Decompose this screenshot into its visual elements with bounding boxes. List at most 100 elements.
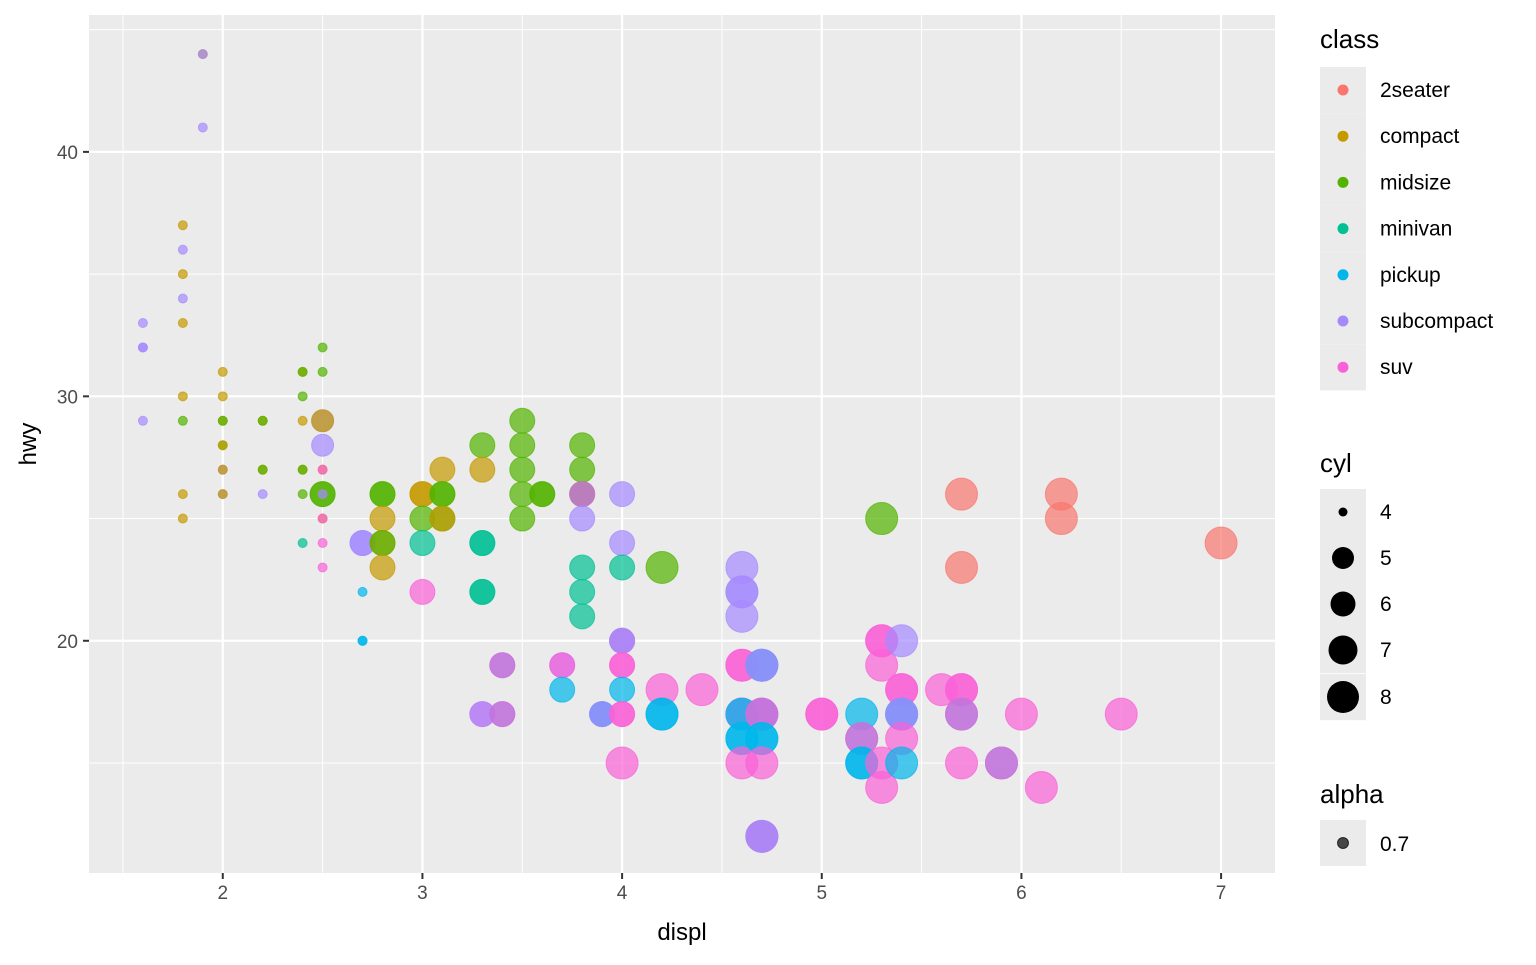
data-point-minivan (297, 538, 308, 548)
legend-label-subcompact: subcompact (1380, 310, 1493, 333)
data-point-minivan (609, 554, 636, 581)
data-point-suv (945, 746, 979, 780)
legend-label-cyl-6: 6 (1380, 593, 1392, 616)
data-point-minivan (469, 578, 496, 605)
data-point-subcompact (137, 415, 148, 426)
data-point-midsize (429, 481, 456, 508)
data-point-midsize (317, 366, 328, 377)
data-point-minivan (409, 530, 436, 556)
legend: class 2seater compact midsize minivan pickup s… (1320, 24, 1493, 866)
data-point-suv (984, 746, 1018, 780)
data-point-midsize (645, 550, 679, 584)
data-point-midsize (865, 502, 899, 536)
data-point-pickup (549, 676, 576, 703)
data-point-subcompact (317, 489, 328, 500)
data-point-subcompact (177, 244, 188, 255)
data-point-2seater (945, 477, 979, 511)
data-point-pickup (645, 697, 679, 731)
data-point-midsize (509, 407, 536, 434)
data-point-minivan (569, 603, 596, 630)
data-point-compact (369, 505, 396, 532)
y-tick-label: 20 (57, 632, 78, 653)
data-point-minivan (469, 530, 496, 556)
data-point-compact (217, 366, 228, 377)
data-point-subcompact (137, 318, 148, 328)
data-point-suv (409, 578, 436, 605)
data-point-2seater (1044, 502, 1078, 536)
legend-title-class: class (1320, 24, 1379, 54)
legend-swatch-cyl-6 (1330, 591, 1356, 617)
legend-label-minivan: minivan (1380, 218, 1452, 241)
x-axis-label: displ (657, 919, 706, 946)
data-point-midsize (297, 489, 308, 500)
data-point-subcompact (725, 599, 759, 633)
y-axis-label: hwy (15, 423, 42, 466)
data-point-midsize (317, 342, 328, 353)
legend-label-cyl-4: 4 (1380, 501, 1392, 524)
data-point-suv (317, 562, 328, 573)
data-point-midsize (297, 366, 308, 377)
legend-label-midsize: midsize (1380, 171, 1451, 194)
legend-swatch-minivan (1337, 223, 1349, 235)
data-point-compact (369, 554, 396, 581)
data-point-suv (605, 746, 639, 780)
x-tick-label: 5 (816, 883, 827, 904)
legend-title-cyl: cyl (1320, 448, 1352, 478)
data-point-pickup (357, 635, 368, 646)
data-point-midsize (369, 530, 396, 556)
data-point-subcompact (885, 624, 919, 658)
data-point-subcompact (609, 627, 636, 654)
data-point-subcompact (197, 49, 208, 60)
data-point-suv (489, 652, 516, 679)
legend-swatch-midsize (1337, 176, 1349, 188)
plot-panel (89, 15, 1275, 873)
data-point-compact (177, 489, 188, 500)
data-point-midsize (257, 415, 268, 426)
data-point-pickup (885, 746, 919, 780)
legend-swatch-compact (1337, 130, 1349, 142)
data-point-midsize (509, 505, 536, 532)
data-point-midsize (569, 456, 596, 483)
data-point-subcompact (569, 505, 596, 532)
data-point-subcompact (745, 819, 779, 853)
data-point-compact (217, 464, 228, 475)
data-point-subcompact (609, 530, 636, 556)
data-point-pickup (357, 586, 368, 597)
data-point-2seater (945, 550, 979, 584)
data-point-2seater (1204, 526, 1238, 560)
data-point-midsize (509, 432, 536, 459)
data-point-compact (429, 456, 456, 483)
x-tick-label: 6 (1016, 883, 1027, 904)
data-point-suv (805, 697, 839, 731)
legend-swatch-pickup (1337, 269, 1349, 281)
data-point-suv (489, 701, 516, 728)
data-point-compact (177, 318, 188, 328)
legend-swatch-cyl-7 (1328, 635, 1358, 665)
data-point-midsize (257, 464, 268, 475)
data-point-suv (569, 481, 596, 508)
data-point-subcompact (197, 122, 208, 133)
data-point-midsize (529, 481, 556, 508)
data-point-subcompact (609, 481, 636, 508)
legend-swatch-cyl-4 (1338, 507, 1348, 517)
legend-swatch-cyl-5 (1332, 547, 1354, 569)
data-point-midsize (217, 415, 228, 426)
data-point-suv (945, 697, 979, 731)
data-point-suv (1024, 770, 1058, 804)
x-tick-label: 2 (217, 883, 228, 904)
axes: 2 3 4 5 6 7 20 30 40 (57, 143, 1227, 904)
data-point-compact (311, 409, 335, 433)
y-tick-label: 30 (57, 387, 78, 408)
legend-title-alpha: alpha (1320, 779, 1384, 809)
data-point-compact (177, 391, 188, 402)
data-point-subcompact (745, 648, 779, 682)
data-point-midsize (369, 481, 396, 508)
legend-label-suv: suv (1380, 356, 1413, 379)
data-point-suv (1004, 697, 1038, 731)
data-point-midsize (297, 464, 308, 475)
data-point-minivan (569, 578, 596, 605)
legend-swatch-subcompact (1337, 315, 1349, 327)
y-tick-label: 40 (57, 143, 78, 164)
legend-label-alpha: 0.7 (1380, 833, 1409, 856)
